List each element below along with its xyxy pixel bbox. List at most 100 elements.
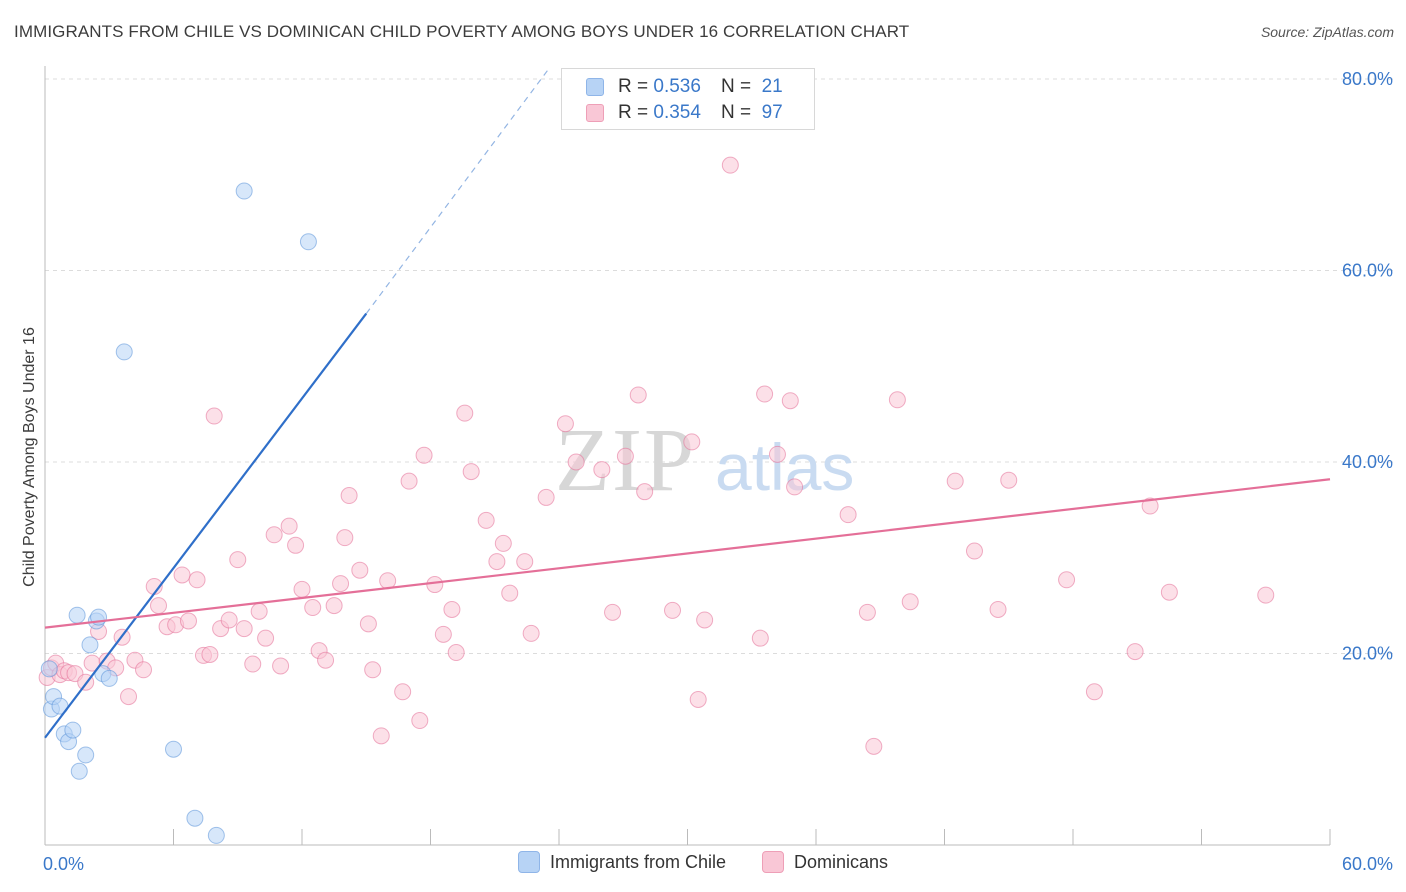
data-point [135,661,153,679]
data-point [364,661,382,679]
y-tick-label: 80.0% [1342,69,1393,89]
data-point [516,553,534,571]
data-point [287,536,305,554]
legend-r-label: R = [618,76,649,97]
data-point [696,611,714,629]
data-point [235,182,253,200]
legend-n-value: 21 [761,76,783,97]
watermark-atlas: atlas [715,430,854,504]
data-point [1085,683,1103,701]
legend-row-dominicans: R = 0.354 N = 97 [586,100,783,126]
data-point [751,629,769,647]
data-point [636,483,654,501]
data-point [229,551,247,569]
legend-item-dominicans[interactable]: Dominicans [762,851,888,873]
source-label: Source: ZipAtlas.com [1260,24,1394,40]
data-point [1058,571,1076,589]
data-point [220,611,238,629]
data-point [965,542,983,560]
legend-label-chile: Immigrants from Chile [549,851,726,872]
data-point [340,487,358,505]
data-point [70,762,88,780]
data-point [207,826,225,844]
data-point [768,445,786,463]
data-point [888,391,906,409]
data-point [689,690,707,708]
data-point [150,597,168,615]
chile-points [40,182,317,844]
data-point [664,601,682,619]
data-point [188,571,206,589]
y-tick-label: 60.0% [1342,261,1393,281]
data-point [115,343,133,361]
data-point [400,472,418,490]
data-point [683,433,701,451]
data-point [477,511,495,529]
data-point [205,407,223,425]
trend-line-chile [44,312,368,739]
data-point [64,721,82,739]
legend-n-label: N = [720,102,752,123]
data-point [394,683,412,701]
data-point [488,553,506,571]
data-point [81,636,99,654]
data-point [781,392,799,410]
data-point [1141,497,1159,515]
data-point [456,404,474,422]
data-point [616,447,634,465]
data-point [721,156,739,174]
data-point [901,593,919,611]
data-point [68,606,86,624]
data-point [501,584,519,602]
legend-r-label: R = [618,102,649,123]
data-point [165,740,182,758]
data-point [201,645,219,663]
legend-item-chile[interactable]: Immigrants from Chile [517,851,726,873]
legend-swatch-chile [586,78,604,96]
legend-n-label: N = [720,76,752,97]
gridlines [45,78,1395,654]
data-point [865,737,883,755]
data-point [186,809,204,827]
x-tick-label: 60.0% [1342,854,1393,874]
data-point [839,506,857,524]
data-point [40,660,58,678]
data-point [359,615,377,633]
watermark: ZIP atlas [555,411,854,510]
trend-lines [44,69,1331,739]
data-point [946,472,964,490]
trend-line-chile-extension [365,69,549,314]
data-point [411,712,429,730]
data-point [447,644,465,662]
data-point [250,602,268,620]
data-point [293,580,311,598]
data-point [522,624,540,642]
data-point [858,603,876,621]
data-point [372,727,390,745]
data-point [1160,583,1178,601]
data-point [604,603,622,621]
data-point [1126,643,1144,661]
tick-labels: 20.0% 40.0% 60.0% 80.0% 0.0% 60.0% [43,69,1393,874]
y-tick-label: 20.0% [1342,644,1393,664]
legend-row-chile: R = 0.536 N = 21 [586,74,783,100]
data-point [235,620,253,638]
data-point [756,385,774,403]
data-point [299,233,317,251]
chart-title: IMMIGRANTS FROM CHILE VS DOMINICAN CHILD… [14,22,910,41]
data-point [351,561,369,579]
legend-label-dominicans: Dominicans [794,851,889,872]
legend-swatch-chile [517,851,540,873]
legend-swatch-dominicans [762,851,784,873]
data-point [120,688,138,706]
data-point [426,576,444,594]
data-point [336,529,354,547]
data-point [556,415,574,433]
data-point [537,488,555,506]
data-point [567,453,585,471]
correlation-legend: R = 0.536 N = 21 R = 0.354 N = 97 [561,68,815,130]
y-tick-label: 40.0% [1342,452,1393,472]
data-point [317,651,335,669]
data-point [244,655,262,673]
